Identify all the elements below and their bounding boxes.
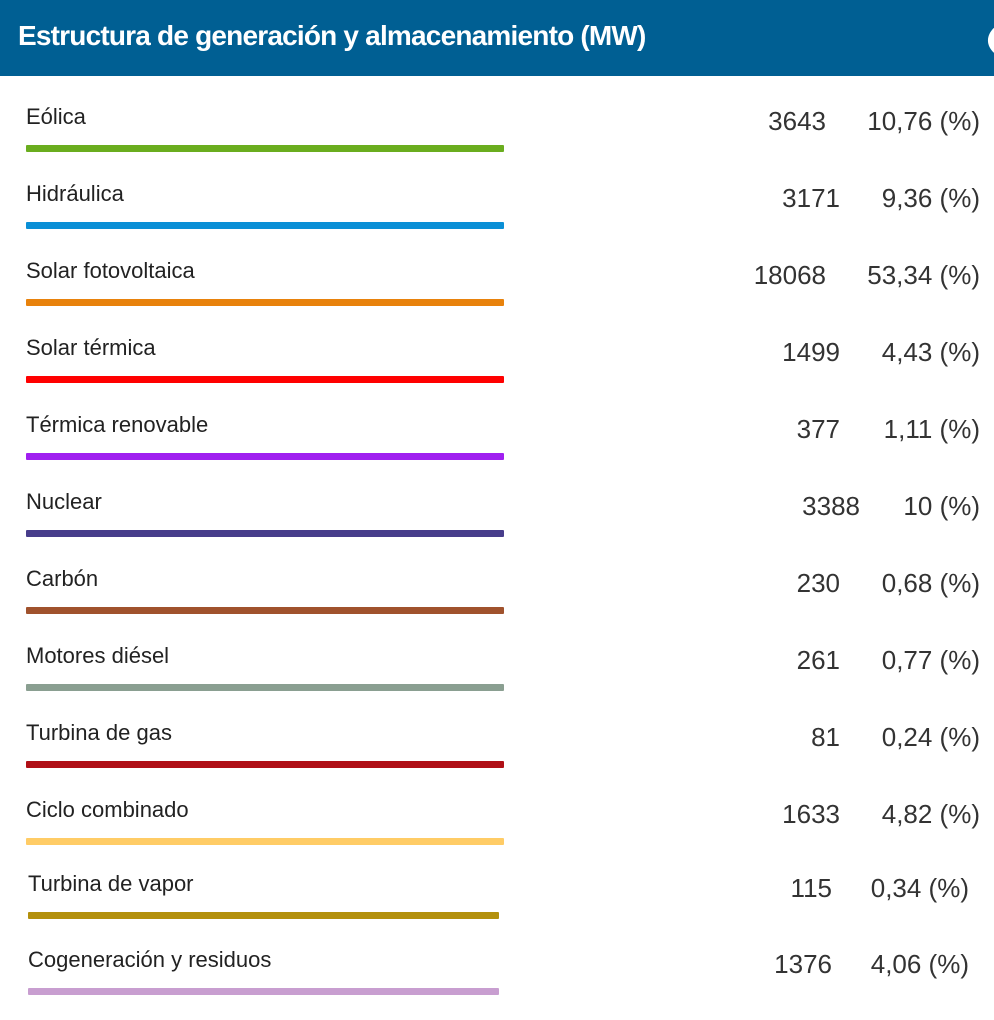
row-label: Solar fotovoltaica — [26, 258, 195, 283]
table-row: Motores diésel 261 0,77 (%) — [0, 639, 994, 716]
row-label: Solar térmica — [26, 335, 156, 360]
table-row: Turbina de gas 81 0,24 (%) — [0, 716, 994, 793]
row-label: Carbón — [26, 566, 99, 591]
row-percent: 0,68 (%) — [881, 568, 980, 598]
row-percent: 53,34 (%) — [867, 260, 980, 290]
row-value: 1633 — [782, 799, 840, 829]
row-color-bar — [26, 299, 504, 306]
row-color-bar — [26, 838, 504, 845]
row-label: Hidráulica — [26, 181, 124, 206]
panel-title: Estructura de generación y almacenamient… — [18, 20, 646, 51]
row-color-bar — [26, 376, 504, 383]
row-label: Cogeneración y residuos — [28, 947, 272, 972]
row-value: 230 — [796, 568, 840, 598]
row-color-bar — [26, 145, 504, 152]
row-label: Motores diésel — [26, 643, 170, 668]
row-color-bar — [26, 222, 504, 229]
table-row: Nuclear 3388 10 (%) — [0, 485, 994, 562]
row-value: 377 — [796, 414, 840, 444]
row-value: 3171 — [782, 183, 840, 213]
leaf-icon[interactable] — [976, 22, 994, 62]
table-row: Solar fotovoltaica 18068 53,34 (%) — [0, 254, 994, 331]
table-row: Térmica renovable 377 1,11 (%) — [0, 408, 994, 485]
row-color-bar — [26, 530, 504, 537]
row-percent: 9,36 (%) — [881, 183, 980, 213]
row-label: Turbina de gas — [26, 720, 172, 745]
row-label: Térmica renovable — [26, 412, 209, 437]
row-label: Ciclo combinado — [26, 797, 189, 822]
table-row: Carbón 230 0,68 (%) — [0, 562, 994, 639]
row-color-bar — [28, 988, 499, 995]
table-row: Solar térmica 1499 4,43 (%) — [0, 331, 994, 408]
row-label: Turbina de vapor — [28, 871, 194, 896]
table-row: Eólica 3643 10,76 (%) — [0, 100, 994, 177]
row-color-bar — [26, 684, 504, 691]
row-color-bar — [28, 912, 499, 919]
row-percent: 10 (%) — [903, 491, 980, 521]
row-value: 1376 — [774, 949, 832, 979]
row-percent: 4,43 (%) — [881, 337, 980, 367]
row-color-bar — [26, 607, 504, 614]
row-percent: 1,11 (%) — [883, 414, 980, 444]
row-percent: 0,77 (%) — [881, 645, 980, 675]
row-value: 1499 — [782, 337, 840, 367]
row-percent: 4,06 (%) — [870, 949, 969, 979]
table-row: Ciclo combinado 1633 4,82 (%) — [0, 793, 994, 870]
row-value: 81 — [811, 722, 840, 752]
row-label: Eólica — [26, 104, 86, 129]
row-value: 3643 — [768, 106, 826, 136]
panel-header: Estructura de generación y almacenamient… — [0, 0, 994, 76]
row-value: 18068 — [753, 260, 826, 290]
table-row: Cogeneración y residuos 1376 4,06 (%) — [0, 943, 994, 1020]
row-label: Nuclear — [26, 489, 102, 514]
row-percent: 4,82 (%) — [881, 799, 980, 829]
row-percent: 0,24 (%) — [881, 722, 980, 752]
row-percent: 10,76 (%) — [867, 106, 980, 136]
table-row: Turbina de vapor 115 0,34 (%) — [0, 867, 994, 944]
table-row: Hidráulica 3171 9,36 (%) — [0, 177, 994, 254]
row-color-bar — [26, 453, 504, 460]
row-percent: 0,34 (%) — [870, 873, 969, 903]
row-value: 3388 — [802, 491, 860, 521]
row-value: 261 — [796, 645, 840, 675]
row-color-bar — [26, 761, 504, 768]
row-value: 115 — [790, 873, 832, 903]
